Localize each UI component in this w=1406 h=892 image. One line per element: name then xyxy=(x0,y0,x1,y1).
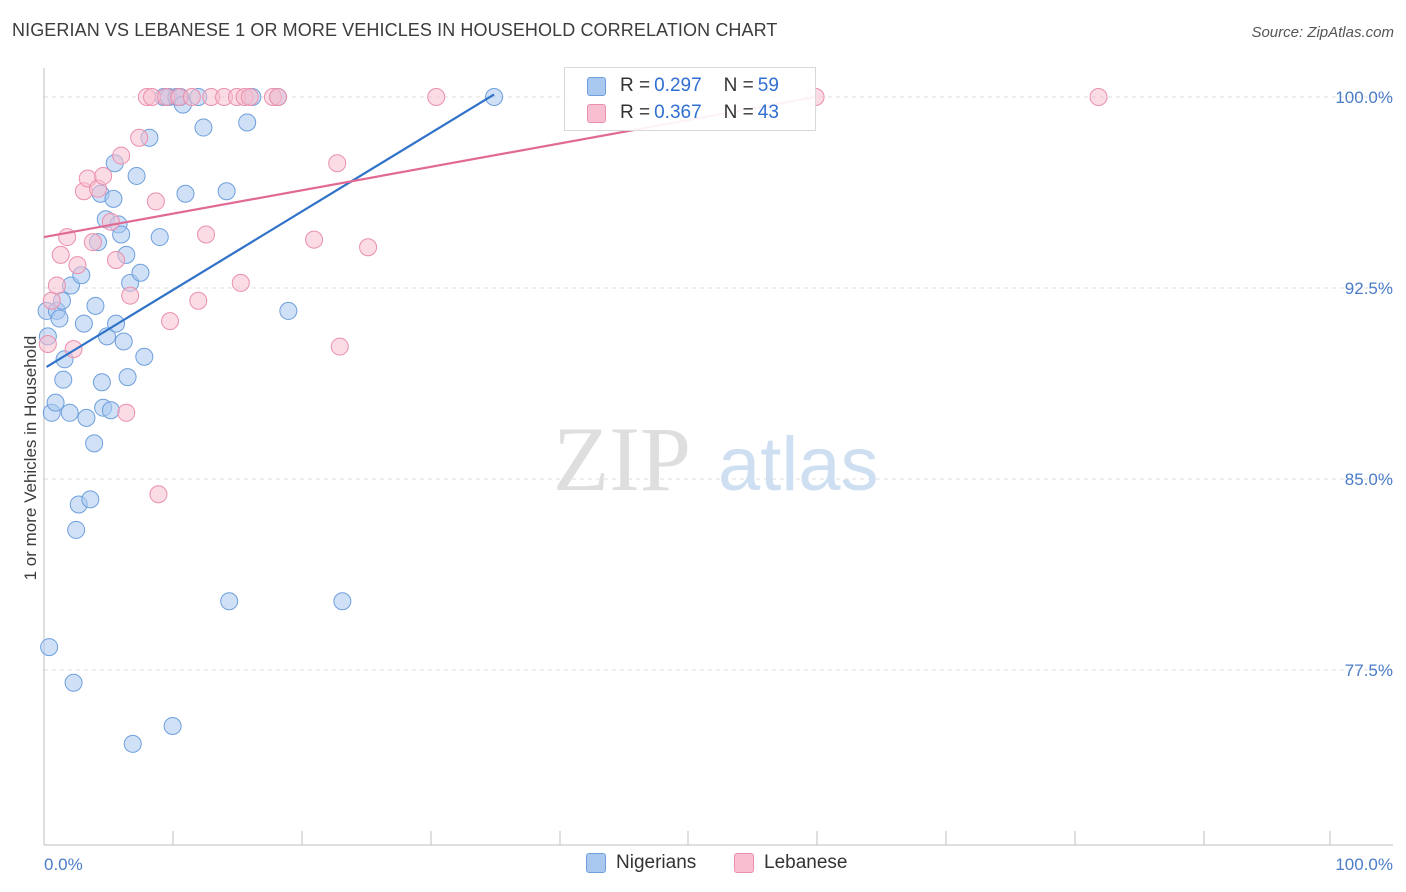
lebanese-point xyxy=(330,337,349,356)
lebanese-point xyxy=(197,225,216,244)
lebanese-point xyxy=(149,485,168,504)
legend-item-lebanese[interactable]: Lebanese xyxy=(734,852,847,874)
nigerian-point xyxy=(74,314,93,333)
legend-item-nigerians[interactable]: Nigerians xyxy=(586,852,696,874)
lebanese-point xyxy=(121,286,140,305)
axis-layer xyxy=(43,68,1393,846)
nigerian-point xyxy=(104,189,123,208)
nigerian-point xyxy=(101,401,120,420)
nigerian-point xyxy=(238,113,257,132)
nigerian-point xyxy=(60,403,79,422)
nigerian-point xyxy=(118,368,137,387)
nigerians-points xyxy=(37,88,504,753)
lebanese-point xyxy=(112,146,131,165)
lebanese-point xyxy=(427,88,446,106)
lebanese-point xyxy=(240,88,259,106)
watermark: ZIP atlas xyxy=(553,408,879,510)
legend-r-label: R = xyxy=(620,75,651,96)
lebanese-legend-swatch xyxy=(734,853,754,873)
y-tick-label: 100.0% xyxy=(1335,88,1393,107)
nigerians-legend-swatch xyxy=(586,853,606,873)
lebanese-point xyxy=(328,154,347,173)
x-tick-label-max: 100.0% xyxy=(1335,855,1393,874)
tick-layer: 100.0% 92.5% 85.0% 77.5% 0.0% 100.0% xyxy=(43,88,1393,874)
nigerian-point xyxy=(135,347,154,366)
y-tick-label: 85.0% xyxy=(1345,470,1393,489)
lebanese-point xyxy=(101,212,120,231)
legend-r-value: 0.367 xyxy=(654,102,702,123)
nigerians-legend-label: Nigerians xyxy=(616,852,697,873)
lebanese-swatch xyxy=(587,103,606,123)
nigerians-trend-line xyxy=(45,93,495,368)
lebanese-point xyxy=(107,250,126,269)
legend-n-label: N = xyxy=(723,102,754,123)
legend-row-lebanese: R = 0.367 N = 43 xyxy=(587,100,779,126)
nigerian-point xyxy=(64,673,83,692)
nigerian-point xyxy=(163,717,182,736)
nigerians-swatch xyxy=(587,76,606,96)
nigerian-point xyxy=(131,263,150,282)
lebanese-point xyxy=(189,291,208,310)
nigerian-point xyxy=(40,638,59,657)
watermark-zip: ZIP xyxy=(553,408,691,510)
lebanese-point xyxy=(161,312,180,331)
lebanese-point xyxy=(269,88,288,106)
lebanese-point xyxy=(68,256,87,275)
nigerian-point xyxy=(54,370,73,389)
source-label: Source: ZipAtlas.com xyxy=(1251,24,1394,41)
nigerian-point xyxy=(46,393,65,412)
lebanese-point xyxy=(182,88,201,106)
nigerian-point xyxy=(85,434,104,453)
nigerian-point xyxy=(112,225,131,244)
lebanese-point xyxy=(51,245,70,264)
lebanese-point xyxy=(42,291,61,310)
y-tick-label: 77.5% xyxy=(1345,661,1393,680)
legend-n-value: 59 xyxy=(757,75,779,96)
lebanese-point xyxy=(38,335,57,354)
legend-r-value: 0.297 xyxy=(654,75,702,96)
lebanese-point xyxy=(94,166,113,185)
legend-r-label: R = xyxy=(620,102,651,123)
legend-n-value: 43 xyxy=(757,102,779,123)
legend-n-label: N = xyxy=(723,75,754,96)
nigerian-point xyxy=(127,166,146,185)
watermark-atlas: atlas xyxy=(718,422,879,507)
nigerian-point xyxy=(81,490,100,509)
nigerian-point xyxy=(114,332,133,351)
lebanese-points xyxy=(38,88,1108,504)
nigerian-point xyxy=(123,734,142,753)
lebanese-point xyxy=(130,128,149,147)
lebanese-point xyxy=(47,276,66,295)
nigerian-point xyxy=(86,296,105,315)
nigerian-point xyxy=(92,373,111,392)
nigerian-point xyxy=(50,309,69,328)
lebanese-point xyxy=(83,233,102,252)
nigerian-point xyxy=(150,228,169,247)
lebanese-point xyxy=(146,192,165,211)
legend-row-nigerians: R = 0.297 N = 59 xyxy=(587,73,779,99)
grid-layer xyxy=(44,96,1393,671)
lebanese-point xyxy=(305,230,324,249)
y-axis-label: 1 or more Vehicles in Household xyxy=(21,336,40,581)
nigerian-point xyxy=(485,88,504,106)
nigerian-point xyxy=(67,520,86,539)
lebanese-point xyxy=(117,403,136,422)
nigerian-point xyxy=(333,592,352,611)
stats-legend: R = 0.297 N = 59 R = 0.367 N = 43 xyxy=(564,67,816,131)
chart-title: NIGERIAN VS LEBANESE 1 OR MORE VEHICLES … xyxy=(12,20,778,40)
y-tick-label: 92.5% xyxy=(1345,279,1393,298)
lebanese-legend-label: Lebanese xyxy=(764,852,848,873)
lebanese-point xyxy=(1089,88,1108,106)
nigerian-point xyxy=(279,301,298,320)
nigerian-point xyxy=(194,118,213,137)
lebanese-point xyxy=(359,238,378,257)
nigerian-point xyxy=(176,184,195,203)
lebanese-point xyxy=(231,273,250,292)
nigerian-point xyxy=(77,408,96,427)
nigerian-point xyxy=(217,182,236,201)
x-tick-label-min: 0.0% xyxy=(44,855,83,874)
nigerian-point xyxy=(220,592,239,611)
series-legend: Nigerians Lebanese xyxy=(0,852,1406,878)
